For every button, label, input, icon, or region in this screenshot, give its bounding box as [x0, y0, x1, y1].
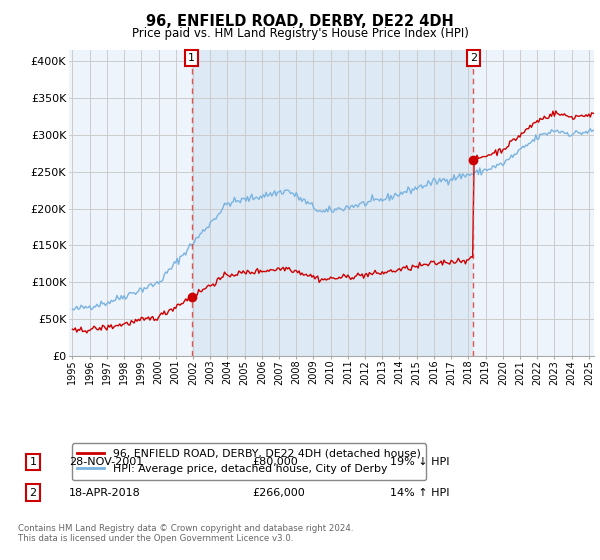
- Legend: 96, ENFIELD ROAD, DERBY, DE22 4DH (detached house), HPI: Average price, detached: 96, ENFIELD ROAD, DERBY, DE22 4DH (detac…: [72, 444, 426, 480]
- Text: 2: 2: [29, 488, 37, 498]
- Text: 28-NOV-2001: 28-NOV-2001: [69, 457, 143, 467]
- Bar: [191, 50, 473, 356]
- Text: Price paid vs. HM Land Registry's House Price Index (HPI): Price paid vs. HM Land Registry's House …: [131, 27, 469, 40]
- Text: 1: 1: [188, 53, 195, 63]
- Text: 14% ↑ HPI: 14% ↑ HPI: [390, 488, 449, 498]
- Text: 19% ↓ HPI: 19% ↓ HPI: [390, 457, 449, 467]
- Text: £80,000: £80,000: [252, 457, 298, 467]
- Text: £266,000: £266,000: [252, 488, 305, 498]
- Text: 2: 2: [470, 53, 477, 63]
- Text: Contains HM Land Registry data © Crown copyright and database right 2024.: Contains HM Land Registry data © Crown c…: [18, 524, 353, 533]
- Text: 18-APR-2018: 18-APR-2018: [69, 488, 141, 498]
- Text: 1: 1: [29, 457, 37, 467]
- Text: This data is licensed under the Open Government Licence v3.0.: This data is licensed under the Open Gov…: [18, 534, 293, 543]
- Text: 96, ENFIELD ROAD, DERBY, DE22 4DH: 96, ENFIELD ROAD, DERBY, DE22 4DH: [146, 14, 454, 29]
